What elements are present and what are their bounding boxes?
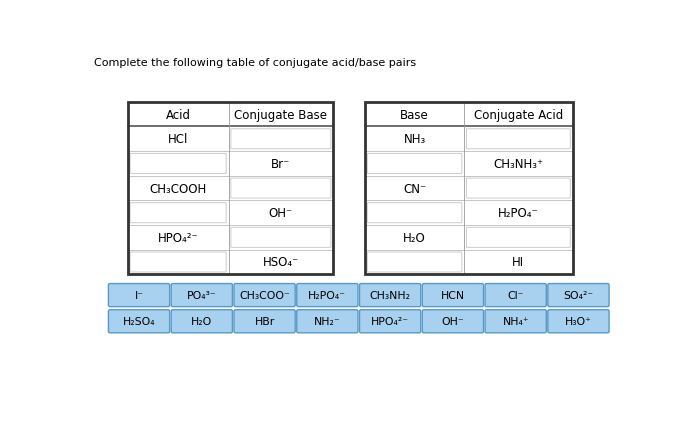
Text: NH₃: NH₃	[403, 133, 426, 146]
FancyBboxPatch shape	[360, 310, 421, 333]
FancyBboxPatch shape	[297, 310, 358, 333]
Text: H₂PO₄⁻: H₂PO₄⁻	[498, 207, 539, 220]
Bar	[128, 103, 333, 275]
FancyBboxPatch shape	[130, 154, 226, 174]
FancyBboxPatch shape	[485, 284, 546, 307]
Text: HSO₄⁻: HSO₄⁻	[262, 256, 299, 269]
Text: CN⁻: CN⁻	[403, 182, 426, 195]
FancyBboxPatch shape	[108, 310, 169, 333]
Text: NH₄⁺: NH₄⁺	[503, 317, 529, 326]
FancyBboxPatch shape	[130, 203, 226, 223]
Bar	[365, 103, 573, 275]
FancyBboxPatch shape	[172, 310, 232, 333]
Text: Br⁻: Br⁻	[271, 158, 290, 170]
FancyBboxPatch shape	[234, 284, 295, 307]
Text: H₂O: H₂O	[403, 231, 426, 244]
Text: HCl: HCl	[168, 133, 188, 146]
Text: Cl⁻: Cl⁻	[508, 291, 524, 300]
FancyBboxPatch shape	[548, 310, 609, 333]
FancyBboxPatch shape	[108, 284, 169, 307]
FancyBboxPatch shape	[231, 228, 331, 248]
FancyBboxPatch shape	[368, 154, 462, 174]
FancyBboxPatch shape	[548, 284, 609, 307]
FancyBboxPatch shape	[231, 130, 331, 150]
Text: Conjugate Acid: Conjugate Acid	[474, 108, 563, 121]
FancyBboxPatch shape	[360, 284, 421, 307]
Text: SO₄²⁻: SO₄²⁻	[564, 291, 594, 300]
FancyBboxPatch shape	[231, 178, 331, 199]
Text: H₃O⁺: H₃O⁺	[565, 317, 592, 326]
FancyBboxPatch shape	[172, 284, 232, 307]
FancyBboxPatch shape	[130, 252, 226, 272]
Text: Conjugate Base: Conjugate Base	[234, 108, 328, 121]
Text: Base: Base	[400, 108, 429, 121]
FancyBboxPatch shape	[466, 178, 570, 199]
Text: HBr: HBr	[255, 317, 274, 326]
Bar	[365, 103, 573, 275]
FancyBboxPatch shape	[422, 310, 484, 333]
Text: H₂SO₄: H₂SO₄	[122, 317, 155, 326]
Text: CH₃COOH: CH₃COOH	[150, 182, 206, 195]
FancyBboxPatch shape	[368, 203, 462, 223]
FancyBboxPatch shape	[422, 284, 484, 307]
Text: CH₃COO⁻: CH₃COO⁻	[239, 291, 290, 300]
Text: I⁻: I⁻	[134, 291, 144, 300]
Text: OH⁻: OH⁻	[442, 317, 464, 326]
Text: H₂O: H₂O	[191, 317, 212, 326]
Text: NH₂⁻: NH₂⁻	[314, 317, 341, 326]
Text: H₂PO₄⁻: H₂PO₄⁻	[309, 291, 346, 300]
Text: CH₃NH₂: CH₃NH₂	[370, 291, 411, 300]
Bar	[128, 103, 333, 275]
FancyBboxPatch shape	[368, 252, 462, 272]
FancyBboxPatch shape	[466, 130, 570, 150]
FancyBboxPatch shape	[466, 228, 570, 248]
Text: HPO₄²⁻: HPO₄²⁻	[371, 317, 409, 326]
Text: CH₃NH₃⁺: CH₃NH₃⁺	[494, 158, 543, 170]
Text: Acid: Acid	[166, 108, 190, 121]
Text: HPO₄²⁻: HPO₄²⁻	[158, 231, 199, 244]
Text: PO₄³⁻: PO₄³⁻	[187, 291, 216, 300]
Text: Complete the following table of conjugate acid/base pairs: Complete the following table of conjugat…	[94, 58, 416, 68]
Text: OH⁻: OH⁻	[269, 207, 293, 220]
FancyBboxPatch shape	[234, 310, 295, 333]
FancyBboxPatch shape	[297, 284, 358, 307]
Text: HI: HI	[512, 256, 524, 269]
Text: HCN: HCN	[441, 291, 465, 300]
FancyBboxPatch shape	[485, 310, 546, 333]
